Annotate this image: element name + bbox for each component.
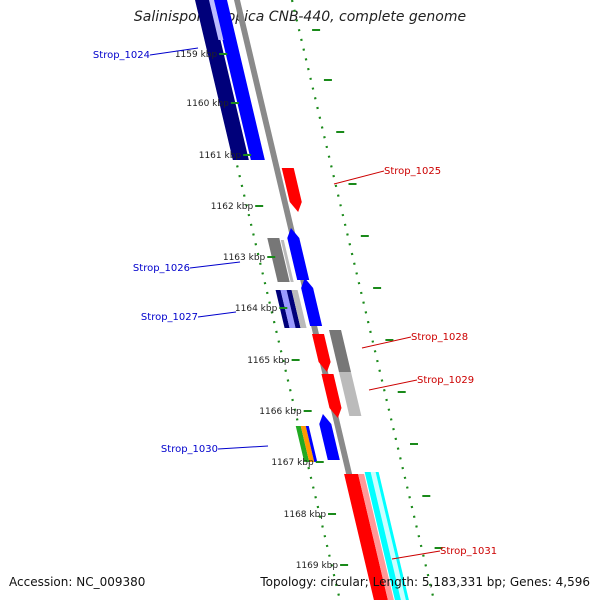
gene-label-strop-1026: Strop_1026 [133, 263, 190, 274]
genome-summary: Topology: circular; Length: 5,183,331 bp… [260, 575, 590, 589]
gene-block-strop-1028 [311, 334, 331, 372]
gene-label-leader [368, 379, 418, 391]
gene-block-strop-1030-blue [305, 426, 318, 462]
ruler-tick-label: 1160 kbp [186, 99, 229, 109]
gene-label-leader [197, 311, 237, 318]
gene-label-strop-1031: Strop_1031 [440, 546, 497, 557]
gene-block-strop-1025 [281, 168, 302, 212]
ruler-tick-label: 1162 kbp [211, 202, 254, 212]
gene-label-strop-1029: Strop_1029 [417, 375, 474, 386]
ruler-tick-label: 1168 kbp [284, 510, 327, 520]
gene-label-strop-1025: Strop_1025 [384, 166, 441, 177]
gene-label-strop-1030: Strop_1030 [161, 444, 218, 455]
ruler-tick-label: 1164 kbp [235, 304, 278, 314]
gene-block-strop-1027 [301, 278, 323, 326]
ruler-tick-label: 1165 kbp [247, 356, 290, 366]
gene-block-strop-1027-mid [286, 290, 301, 328]
gene-label-strop-1028: Strop_1028 [411, 332, 468, 343]
gene-block-strop-1026 [287, 228, 310, 280]
gene-block-strop-1031 [344, 474, 388, 600]
gene-block-strop-1029 [321, 374, 342, 418]
gene-block-strop-1031-cyan-light [370, 472, 406, 600]
ruler-tick-label: 1167 kbp [271, 458, 314, 468]
gene-label-leader [333, 170, 385, 185]
gene-labels: Strop_1024 Strop_1026 Strop_1027 Strop_1030… [93, 47, 497, 560]
ruler-tick-label: 1169 kbp [296, 561, 339, 571]
ruler-tick-label: 1163 kbp [223, 253, 266, 263]
gene-label-strop-1027: Strop_1027 [141, 312, 198, 323]
gene-block-strop-1026-light [280, 240, 294, 282]
gene-block-strop-1031-light [358, 474, 394, 600]
gene-block-strop-1029-grey [338, 372, 362, 416]
gene-block-strop-1024 [213, 0, 265, 160]
gene-block-strop-1030-orange [300, 426, 315, 462]
gene-block-strop-1027-light [280, 290, 296, 328]
position-ruler: 1159 kbp 1160 kbp 1161 kbp 1162 kbp 1163 kbp… [175, 29, 443, 571]
ruler-tick-label: 1161 kbp [199, 151, 242, 161]
gene-features [195, 0, 409, 600]
accession-label: Accession: NC_009380 [9, 575, 146, 589]
gene-block-strop-1030 [319, 414, 340, 460]
gene-block-strop-1030-green [295, 426, 310, 462]
gene-block-strop-1028-grey [329, 330, 351, 372]
gene-block-strop-1027-grey [291, 290, 307, 328]
gene-block-strop-1026-grey [267, 238, 290, 282]
gene-label-leader [189, 261, 241, 269]
gene-block-strop-1024-dark [195, 0, 249, 160]
gene-label-strop-1024: Strop_1024 [93, 50, 150, 61]
ruler-tick-label: 1159 kbp [175, 50, 218, 60]
gene-label-leader [217, 445, 269, 450]
ruler-tick-label: 1166 kbp [259, 407, 302, 417]
gene-label-leader [149, 47, 199, 56]
gene-label-leader [361, 336, 412, 349]
gene-block-strop-1024-highlight [209, 0, 224, 40]
gene-label-leader [391, 550, 441, 560]
